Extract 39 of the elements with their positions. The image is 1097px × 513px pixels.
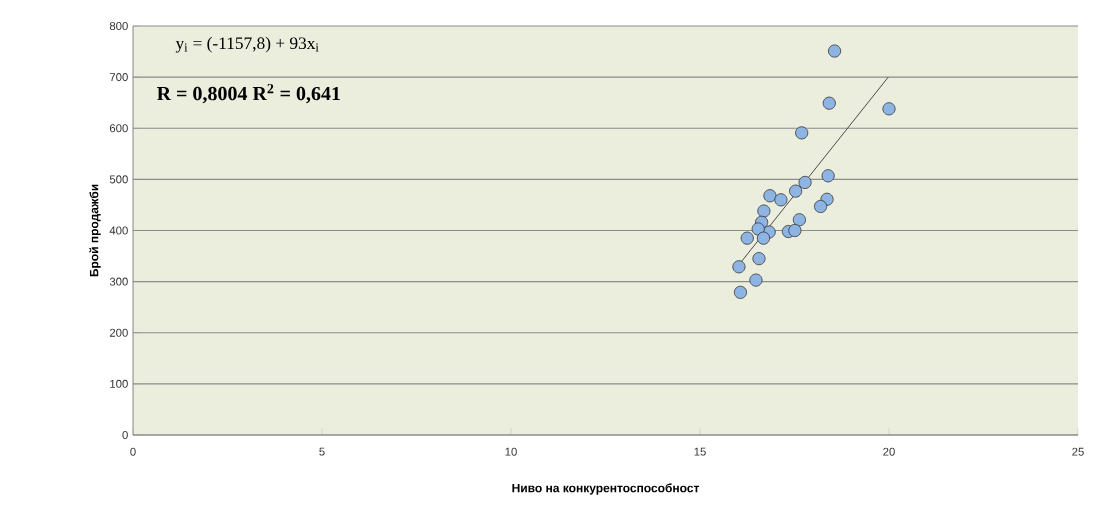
y-tick-label: 700 bbox=[109, 73, 128, 82]
point bbox=[733, 285, 747, 299]
point bbox=[822, 96, 836, 110]
y-tick-label: 0 bbox=[122, 430, 128, 439]
point bbox=[752, 252, 766, 266]
point bbox=[756, 231, 771, 245]
x-tick-label: 0 bbox=[130, 447, 136, 456]
point bbox=[751, 222, 765, 236]
point bbox=[795, 126, 809, 140]
point bbox=[789, 184, 803, 198]
point bbox=[740, 231, 754, 245]
point bbox=[882, 102, 896, 116]
x-tick-label: 5 bbox=[319, 447, 325, 456]
x-axis-title: Ниво на конкурентоспособност bbox=[512, 483, 700, 495]
point bbox=[814, 199, 828, 213]
point bbox=[821, 169, 835, 183]
annotation: R = 0,8004 R$^{2}$ = 0,641 bbox=[156, 83, 340, 104]
y-tick-label: 500 bbox=[109, 175, 128, 184]
y-axis-title: Брой продажби bbox=[89, 184, 101, 277]
y-tick-label: 300 bbox=[109, 277, 128, 286]
x-tick-label: 20 bbox=[883, 447, 895, 456]
point bbox=[828, 44, 842, 58]
y-tick-label: 100 bbox=[110, 379, 128, 388]
x-tick-label: 25 bbox=[1072, 447, 1084, 456]
annotation: y$_{i}$ = (-1157,8) + 93x$_{i}$ bbox=[175, 36, 319, 53]
x-tick-label: 10 bbox=[505, 447, 517, 456]
point bbox=[763, 189, 777, 203]
y-tick-label: 200 bbox=[109, 328, 128, 337]
x-tick-label: 15 bbox=[694, 447, 706, 456]
y-tick-label: 600 bbox=[109, 124, 128, 133]
point bbox=[732, 260, 746, 274]
point bbox=[774, 193, 788, 207]
point bbox=[798, 175, 812, 189]
point bbox=[792, 213, 806, 227]
y-tick-label: 800 bbox=[109, 22, 128, 31]
point bbox=[749, 273, 763, 287]
point bbox=[757, 204, 771, 218]
y-tick-label: 400 bbox=[109, 226, 128, 235]
point bbox=[788, 223, 802, 238]
